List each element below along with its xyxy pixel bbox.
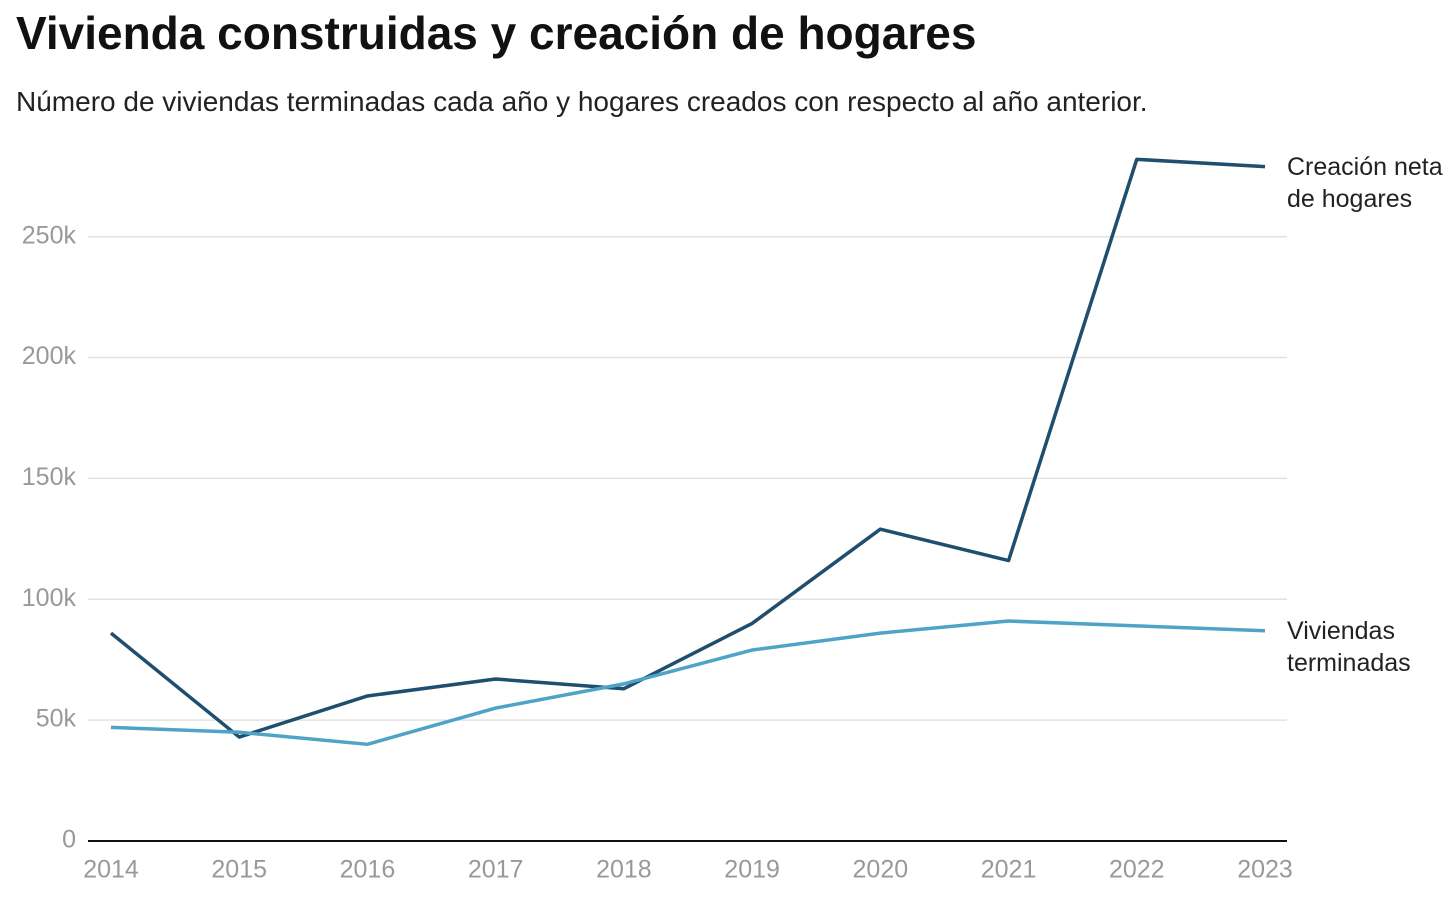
chart-subtitle: Número de viviendas terminadas cada año … xyxy=(16,86,1148,117)
y-tick-label: 250k xyxy=(22,221,77,249)
y-tick-label: 150k xyxy=(22,463,77,491)
series-line xyxy=(109,157,1266,739)
x-tick-label: 2023 xyxy=(1237,856,1293,884)
x-tick-label: 2020 xyxy=(853,856,909,884)
chart-title: Vivienda construidas y creación de hogar… xyxy=(16,7,977,59)
x-tick-label: 2022 xyxy=(1109,856,1165,884)
x-tick-label: 2016 xyxy=(340,856,396,884)
y-tick-label: 50k xyxy=(36,705,77,733)
x-tick-label: 2018 xyxy=(596,856,652,884)
x-tick-label: 2019 xyxy=(724,856,780,884)
y-tick-label: 100k xyxy=(22,584,77,612)
x-tick-label: 2017 xyxy=(468,856,524,884)
y-tick-label: 200k xyxy=(22,342,77,370)
x-tick-label: 2014 xyxy=(83,856,139,884)
x-tick-label: 2015 xyxy=(211,856,267,884)
y-tick-label: 0 xyxy=(62,826,76,854)
series-line xyxy=(110,619,1266,747)
x-tick-label: 2021 xyxy=(981,856,1037,884)
series-label: Creación neta de hogares xyxy=(1287,152,1443,213)
series-label: Viviendas terminadas xyxy=(1287,616,1411,677)
